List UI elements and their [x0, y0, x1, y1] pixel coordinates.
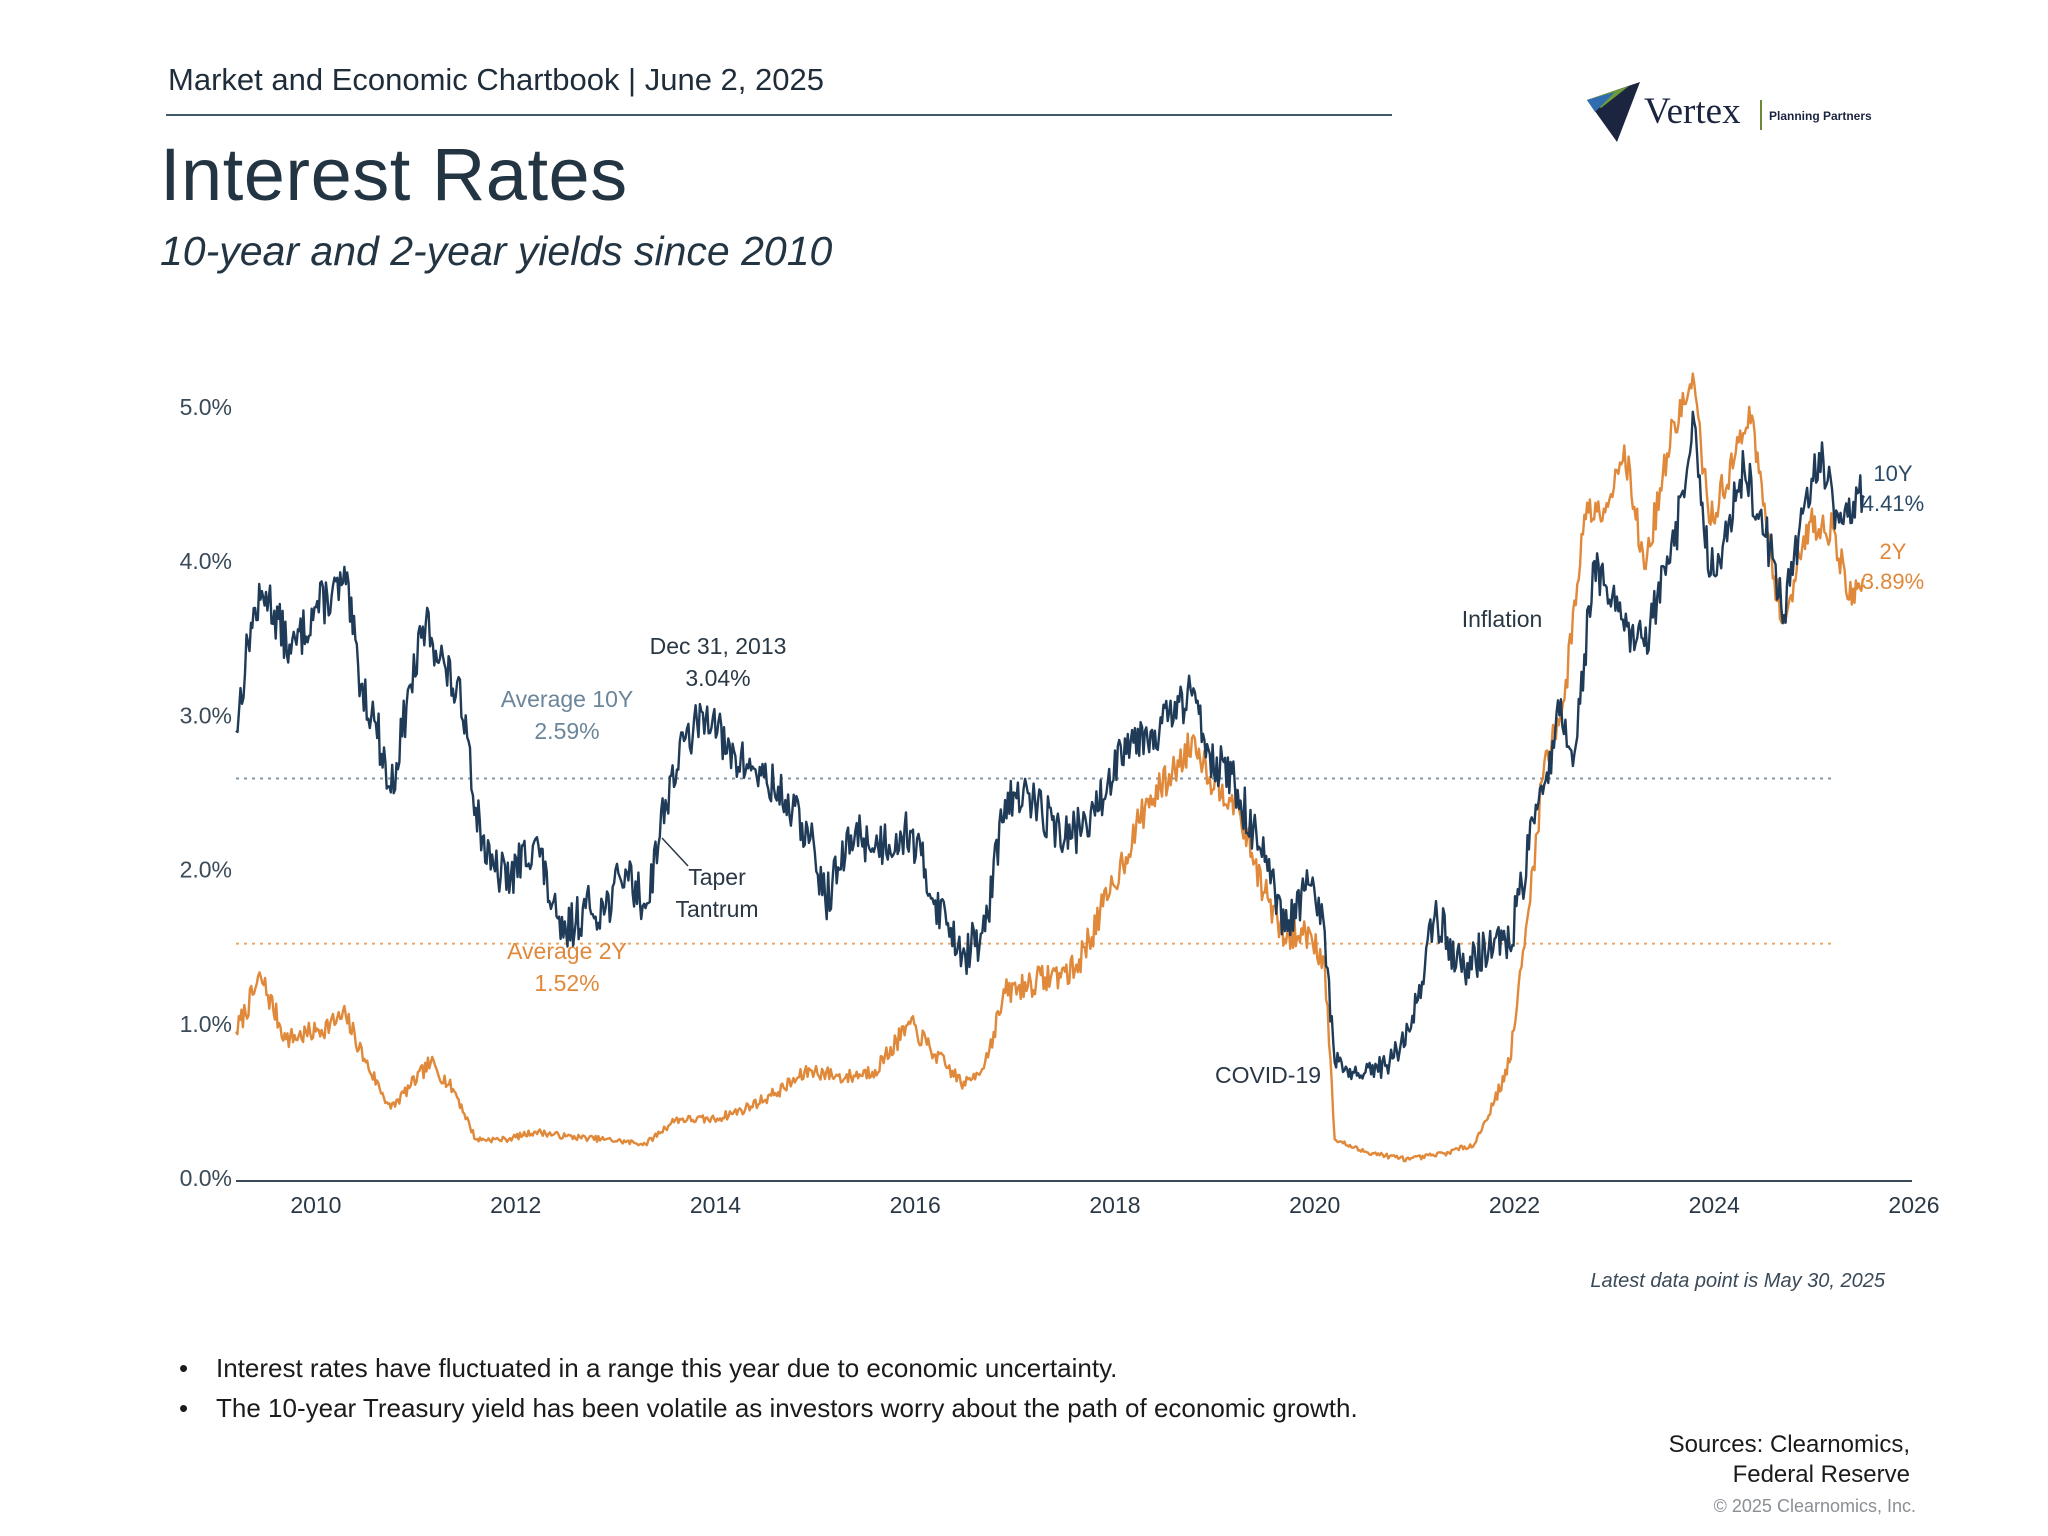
page-title: Interest Rates	[160, 133, 628, 216]
average-10y-label: Average 10Y	[501, 686, 634, 712]
annotation-dec-2013-value: 3.04%	[685, 665, 750, 691]
vertex-arrow-icon	[1587, 82, 1640, 142]
chartbook-header: Market and Economic Chartbook | June 2, …	[168, 62, 824, 97]
y-tick-label: 0.0%	[180, 1165, 232, 1191]
x-tick-label: 2016	[890, 1192, 941, 1218]
annotation-taper-leader	[661, 837, 689, 867]
y-tick-label: 4.0%	[180, 548, 232, 574]
annotation-inflation: Inflation	[1462, 606, 1543, 632]
y-tick-label: 2.0%	[180, 857, 232, 883]
sources-line-2: Federal Reserve	[1732, 1461, 1910, 1488]
vertex-logo: Vertex Planning Partners	[1585, 78, 1885, 148]
bullet-text: The 10-year Treasury yield has been vola…	[216, 1393, 1358, 1423]
logo-divider	[1760, 100, 1762, 130]
series-line-10y	[235, 410, 1866, 1081]
x-tick-label: 2012	[490, 1192, 541, 1218]
average-10y-value: 2.59%	[534, 718, 599, 744]
x-tick-label: 2018	[1089, 1192, 1140, 1218]
annotation-covid-19: COVID-19	[1215, 1062, 1321, 1088]
latest-data-note: Latest data point is May 30, 2025	[1590, 1270, 1885, 1292]
annotation-taper-line1: Taper	[688, 864, 746, 890]
page-subtitle: 10-year and 2-year yields since 2010	[160, 228, 833, 274]
series-end-value-2y: 3.89%	[1862, 569, 1924, 594]
x-tick-label: 2020	[1289, 1192, 1340, 1218]
series-line-2y	[234, 372, 1866, 1163]
average-2y-label: Average 2Y	[507, 938, 627, 964]
sources-line-1: Sources: Clearnomics,	[1668, 1431, 1910, 1458]
y-tick-label: 1.0%	[180, 1011, 232, 1037]
bullet-item: • Interest rates have fluctuated in a ran…	[176, 1348, 1358, 1388]
x-tick-label: 2024	[1689, 1192, 1740, 1218]
bullet-dot: •	[179, 1393, 189, 1423]
series-end-label-2y: 2Y	[1880, 539, 1907, 564]
x-tick-label: 2022	[1489, 1192, 1540, 1218]
series-end-value-10y: 4.41%	[1862, 491, 1924, 516]
y-tick-label: 5.0%	[180, 394, 232, 420]
bullet-item: • The 10-year Treasury yield has been vol…	[176, 1388, 1358, 1428]
x-tick-label: 2014	[690, 1192, 741, 1218]
copyright: © 2025 Clearnomics, Inc.	[1713, 1496, 1916, 1516]
bullet-list: • Interest rates have fluctuated in a ran…	[176, 1348, 1358, 1428]
annotation-taper-line2: Tantrum	[675, 896, 758, 922]
logo-tagline: Planning Partners	[1769, 109, 1872, 123]
sources: Sources: Clearnomics, Federal Reserve	[1540, 1430, 1910, 1490]
annotation-dec-2013-date: Dec 31, 2013	[650, 633, 787, 659]
series-end-label-10y: 10Y	[1873, 461, 1912, 486]
bullet-text: Interest rates have fluctuated in a rang…	[216, 1353, 1118, 1383]
logo-wordmark: Vertex	[1644, 91, 1741, 132]
header-divider	[166, 114, 1392, 116]
x-tick-label: 2010	[290, 1192, 341, 1218]
x-tick-label: 2026	[1888, 1192, 1939, 1218]
average-2y-value: 1.52%	[534, 970, 599, 996]
y-tick-label: 3.0%	[180, 702, 232, 728]
bullet-dot: •	[179, 1353, 189, 1383]
